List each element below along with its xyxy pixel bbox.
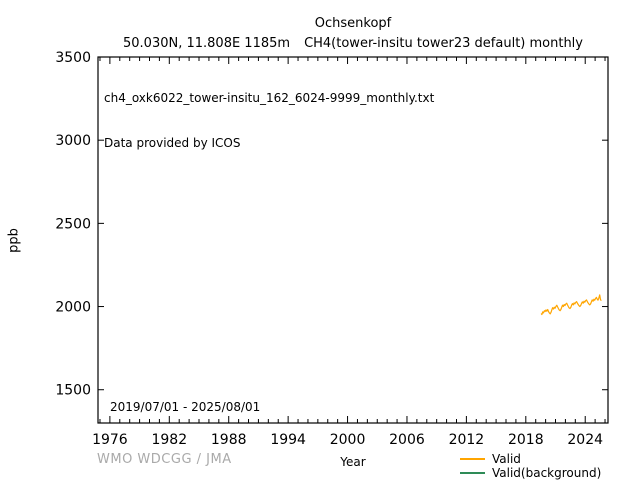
x-tick-label: 1994: [270, 432, 306, 448]
y-tick-label: 2000: [55, 300, 91, 316]
y-tick-label: 2500: [55, 216, 91, 232]
x-tick-label: 1976: [92, 432, 128, 448]
legend-label-valid: Valid: [492, 451, 521, 466]
x-tick-label: 2024: [567, 432, 603, 448]
legend-label-valid-background: Valid(background): [492, 465, 602, 480]
data-file-name: ch4_oxk6022_tower-insitu_162_6024-9999_m…: [104, 91, 435, 105]
wdcgg-credit: WMO WDCGG / JMA: [97, 452, 232, 467]
series-line-valid: [540, 294, 602, 316]
x-axis-label: Year: [340, 455, 366, 469]
valid-line-swatch: [460, 457, 485, 460]
legend-entry-valid: Valid: [460, 451, 601, 466]
valid-background-line-swatch: [460, 471, 485, 474]
y-tick-label: 3000: [55, 133, 91, 149]
data-provider: Data provided by ICOS: [104, 136, 241, 150]
x-tick-label: 2000: [330, 432, 366, 448]
plot-frame: [97, 56, 609, 424]
x-tick-label: 1982: [151, 432, 187, 448]
station-coordinates: 50.030N, 11.808E 1185m: [123, 36, 291, 51]
x-tick-label: 2012: [449, 432, 485, 448]
data-file-annotation: ch4_oxk6022_tower-insitu_162_6024-9999_m…: [104, 61, 434, 181]
y-tick-label: 1500: [55, 383, 91, 399]
x-tick-label: 2018: [508, 432, 544, 448]
y-tick-label: 3500: [55, 50, 91, 66]
x-tick-label: 2006: [389, 432, 425, 448]
parameter-description: CH4(tower-insitu tower23 default) monthl…: [304, 36, 583, 51]
legend-entry-valid-background: Valid(background): [460, 465, 602, 480]
date-range-annotation: 2019/07/01 - 2025/08/01: [110, 400, 261, 414]
chart-title: Ochsenkopf: [314, 16, 392, 31]
x-tick-label: 1988: [211, 432, 247, 448]
legend: Valid Valid(background): [460, 451, 602, 480]
y-axis-label: ppb: [6, 228, 22, 253]
chart-subtitle: 50.030N, 11.808E 1185m CH4(tower-insitu …: [98, 36, 608, 51]
